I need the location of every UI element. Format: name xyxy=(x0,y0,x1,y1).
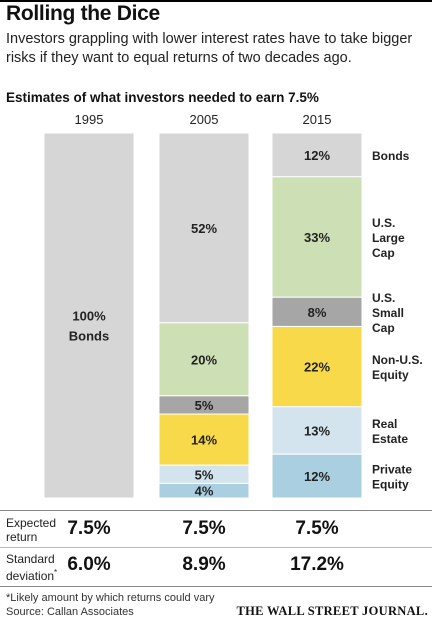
data-label-2015-1: 33% xyxy=(304,230,330,245)
top-rule xyxy=(0,0,432,2)
expected-return-2015: 7.5% xyxy=(295,518,339,539)
bar-segment-2015-real-estate xyxy=(271,406,363,455)
chart-headline: Rolling the Dice xyxy=(6,2,160,25)
data-label-2015-0: 12% xyxy=(304,148,330,163)
bar-segment-2005-private-equity xyxy=(158,482,250,499)
data-label-2015-2: 8% xyxy=(308,305,327,320)
bar-segment-2005-bonds xyxy=(158,132,250,324)
data-label-2005-0: 52% xyxy=(191,221,217,236)
expected-return-1995: 7.5% xyxy=(67,518,111,539)
category-label-2015: 2015 xyxy=(303,112,332,127)
bar-segment-2015-private-equity xyxy=(271,453,363,499)
bar-segment-2005-non-u-s-equity xyxy=(158,413,250,466)
publisher-credit: THE WALL STREET JOURNAL. xyxy=(236,604,428,618)
expected-return-2005: 7.5% xyxy=(182,518,226,539)
legend-label-4: Real Estate xyxy=(372,417,408,446)
bar-segment-2015-non-u-s-equity xyxy=(271,325,363,408)
bar-segment-2005-u-s-large-cap xyxy=(158,322,250,397)
category-label-2005: 2005 xyxy=(190,112,219,127)
chart-dek: Investors grappling with lower interest … xyxy=(6,31,413,66)
legend-label-2: U.S. Small Cap xyxy=(372,291,404,335)
data-label-2015-5: 12% xyxy=(304,469,330,484)
data-label-1995-bonds-name: Bonds xyxy=(69,329,109,344)
legend-label-5: Private Equity xyxy=(372,463,412,492)
data-label-1995-0: 100% xyxy=(72,309,106,324)
chart-subhead: Estimates of what investors needed to ea… xyxy=(6,90,319,105)
legend-label-0: Bonds xyxy=(372,149,410,163)
data-label-2005-2: 5% xyxy=(195,398,214,413)
std-deviation-label: Standard deviation* xyxy=(6,552,58,583)
bar-segment-2015-u-s-small-cap xyxy=(271,296,363,327)
std-deviation-2015: 17.2% xyxy=(290,554,344,575)
bar-segment-2015-bonds xyxy=(271,132,363,178)
std-deviation-1995: 6.0% xyxy=(67,554,111,575)
data-label-2015-3: 22% xyxy=(304,360,330,375)
source-note: Source: Callan Associates xyxy=(6,606,134,618)
legend-label-1: U.S. Large Cap xyxy=(372,216,405,260)
expected-return-label: Expected return xyxy=(6,516,57,544)
legend-label-3: Non-U.S. Equity xyxy=(372,353,423,382)
data-label-2005-5: 4% xyxy=(195,484,214,499)
data-label-2005-1: 20% xyxy=(191,352,217,367)
footnote: *Likely amount by which returns could va… xyxy=(6,592,215,604)
data-label-2015-4: 13% xyxy=(304,423,330,438)
stats-divider-bottom xyxy=(0,586,432,587)
data-label-2005-3: 14% xyxy=(191,433,217,448)
std-deviation-2005: 8.9% xyxy=(182,554,226,575)
category-label-1995: 1995 xyxy=(75,112,104,127)
bar-segment-2015-u-s-large-cap xyxy=(271,176,363,298)
stats-divider-mid xyxy=(0,547,432,548)
bar-segment-1995-bonds xyxy=(43,132,135,499)
stats-divider-top xyxy=(0,510,432,511)
stacked-bar-chart: 1995 2005 2015 100% 52% 20% 5% 14% 5% 4% 12% 33% 8% 2… xyxy=(43,112,423,499)
data-label-2005-4: 5% xyxy=(195,467,214,482)
